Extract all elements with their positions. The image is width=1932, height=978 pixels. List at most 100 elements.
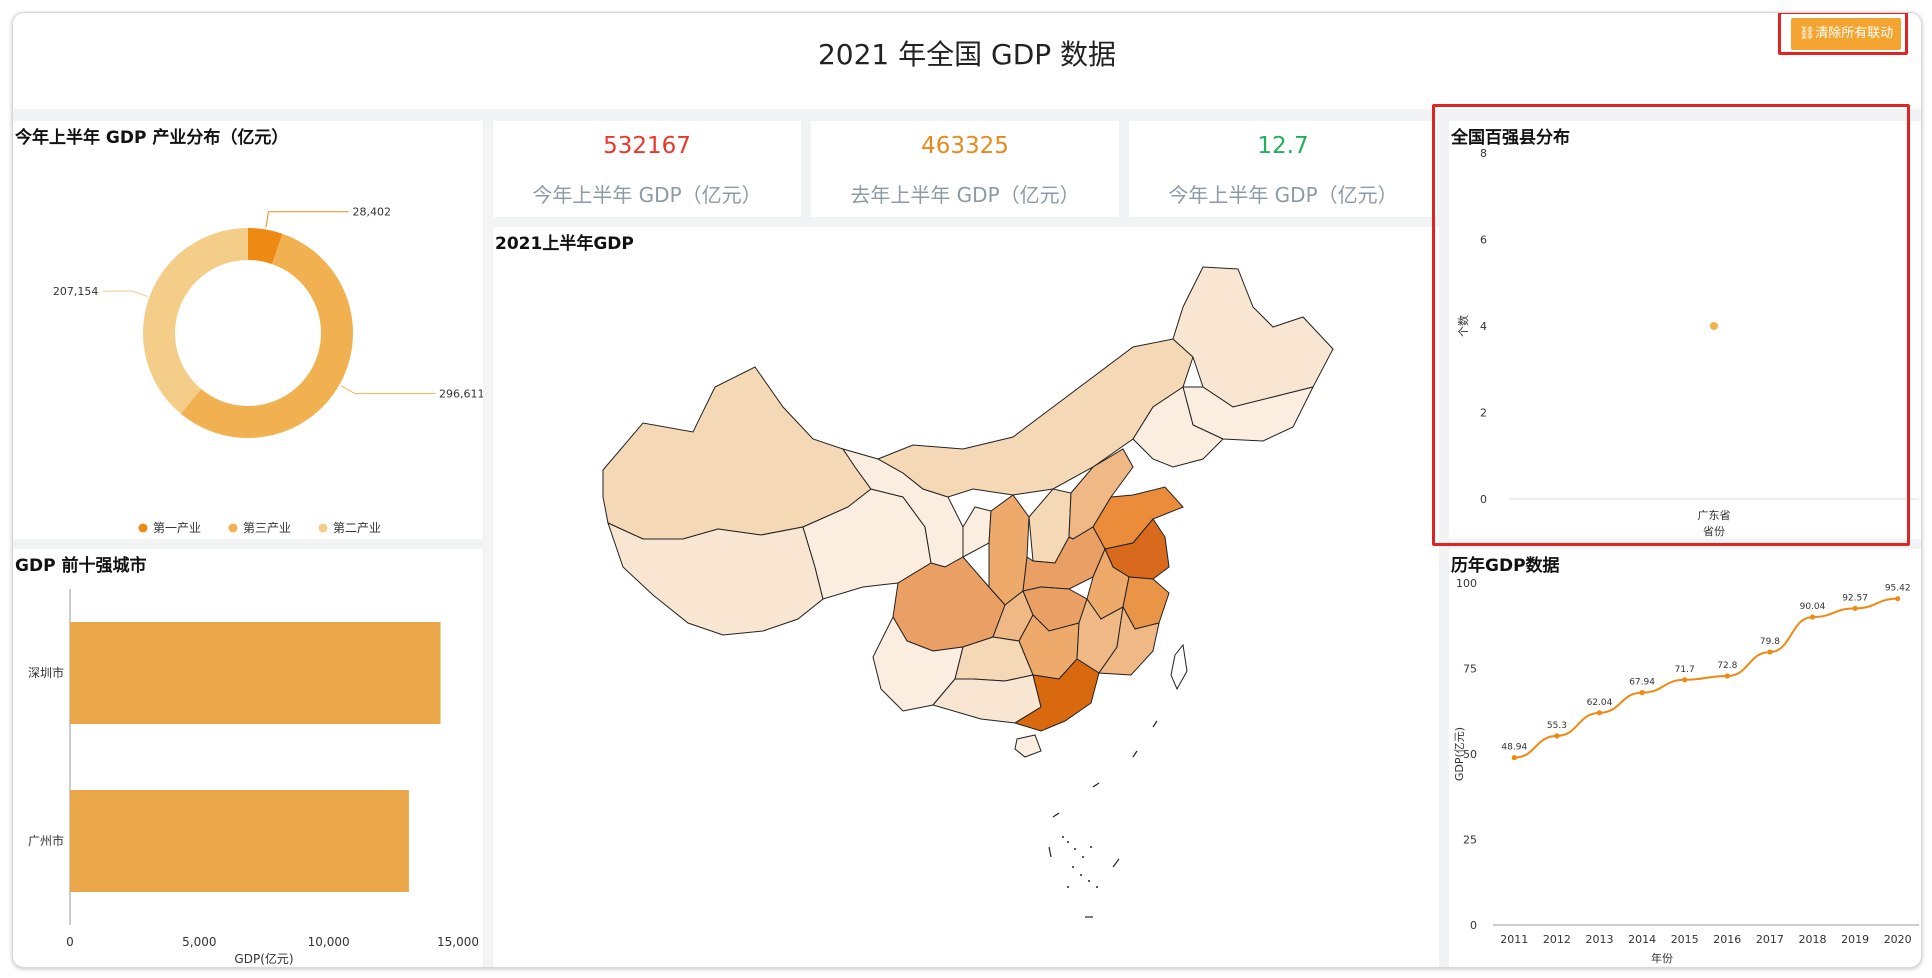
map-region-heilongjiang[interactable] [1172, 266, 1334, 408]
x-axis-title: GDP(亿元) [234, 951, 293, 966]
pie-data-label: 207,154 [53, 285, 99, 298]
y-tick-label: 50 [1463, 748, 1477, 761]
legend-marker [228, 523, 238, 533]
x-tick-label: 2020 [1884, 933, 1912, 946]
x-tick-label: 2019 [1841, 933, 1869, 946]
china-map-panel: 2021上半年GDP [493, 227, 1439, 967]
clear-all-links-button[interactable]: ⛓清除所有联动 [1791, 18, 1901, 50]
map-region-guangdong[interactable] [1013, 658, 1100, 732]
pie-label-line [102, 290, 148, 297]
gdp-history-panel: 历年GDP数据 0 25 50 75 100 GDP(亿元) 48.94 2011 55.3 20… [1449, 549, 1921, 967]
data-label: 95.42 [1885, 584, 1911, 594]
y-tick-label: 8 [1480, 147, 1487, 160]
y-tick-label: 75 [1463, 663, 1477, 676]
bar-category-label: 深圳市 [28, 665, 64, 680]
kpi-label-previous: 去年上半年 GDP（亿元） [850, 183, 1080, 207]
data-label: 92.57 [1842, 593, 1868, 603]
line-point [1554, 733, 1560, 739]
x-tick-label: 10,000 [308, 935, 350, 949]
south-china-sea-islands [1048, 720, 1158, 918]
line-point [1767, 649, 1773, 655]
line-point [1724, 673, 1730, 679]
bar [70, 790, 409, 892]
map-region-liaoning[interactable] [1132, 386, 1224, 468]
map-region-tibet[interactable] [607, 522, 824, 636]
gdp-history-title: 历年GDP数据 [1451, 556, 1560, 576]
pie-slice [248, 228, 283, 265]
data-label: 72.8 [1717, 661, 1737, 671]
line-point [1895, 596, 1901, 602]
x-tick-label: 2011 [1500, 933, 1528, 946]
top100-county-title: 全国百强县分布 [1451, 128, 1570, 148]
pie-label-line [265, 211, 349, 228]
kpi-label-current: 今年上半年 GDP（亿元） [532, 183, 762, 207]
pie-data-label: 28,402 [353, 206, 392, 219]
data-label: 79.8 [1760, 637, 1780, 647]
kpi-card-current: 532167 今年上半年 GDP（亿元） [493, 121, 801, 217]
china-map-title: 2021上半年GDP [495, 234, 634, 254]
data-label: 71.7 [1675, 665, 1695, 675]
bar [70, 622, 441, 724]
map-region-fujian[interactable] [1098, 605, 1160, 676]
gdp-history-line-chart: 0 25 50 75 100 GDP(亿元) 48.94 2011 55.3 2012 62.04 2… [1453, 577, 1919, 965]
line-point [1596, 710, 1603, 716]
map-region-xinjiang[interactable] [602, 366, 872, 540]
data-label: 62.04 [1587, 698, 1613, 708]
legend-label: 第二产业 [333, 521, 381, 535]
y-axis-title: 个数 [1457, 315, 1470, 337]
top100-county-panel: 全国百强县分布 0 2 4 6 8 个数 广东省 省份 [1449, 121, 1921, 539]
x-tick-label: 0 [66, 935, 74, 949]
line-point [1511, 755, 1517, 761]
x-tick-label: 2012 [1543, 933, 1571, 946]
pie-data-label: 296,611 [439, 388, 483, 401]
clear-all-links-label: 清除所有联动 [1815, 26, 1894, 41]
industry-pie-chart: 28,402 296,611 207,154 第一产业 第三产业 第二产业 [53, 206, 483, 535]
legend-label: 第三产业 [243, 521, 291, 535]
line-point [1809, 614, 1816, 620]
y-tick-label: 0 [1470, 919, 1477, 932]
top-cities-bar-panel: GDP 前十强城市 深圳市 广州市 0 5,000 10,000 15,000 GDP(亿元… [13, 549, 483, 967]
kpi-label-growth: 今年上半年 GDP（亿元） [1168, 183, 1398, 207]
x-axis-title: 年份 [1651, 951, 1673, 965]
x-tick-label: 2016 [1713, 933, 1741, 946]
top-cities-bar-title: GDP 前十强城市 [15, 556, 147, 576]
y-tick-label: 4 [1480, 320, 1487, 333]
y-tick-label: 2 [1480, 407, 1487, 420]
kpi-card-growth: 12.7 今年上半年 GDP（亿元） [1129, 121, 1437, 217]
link-icon: ⛓ [1798, 26, 1816, 41]
map-region-ningxia[interactable] [962, 506, 992, 558]
y-tick-label: 6 [1480, 234, 1487, 247]
industry-pie-title: 今年上半年 GDP 产业分布（亿元） [15, 128, 289, 148]
dashboard-header: 2021 年全国 GDP 数据 ⛓清除所有联动 [13, 13, 1921, 109]
kpi-value-previous: 463325 [921, 133, 1009, 159]
legend-marker [318, 523, 328, 533]
legend-marker [138, 523, 148, 533]
data-label: 67.94 [1629, 678, 1655, 688]
scatter-point [1710, 322, 1718, 330]
map-region-hainan[interactable] [1014, 734, 1042, 758]
x-tick-label: 2013 [1586, 933, 1614, 946]
x-tick-label: 2015 [1671, 933, 1699, 946]
x-tick-label: 15,000 [437, 935, 479, 949]
y-tick-label: 100 [1456, 577, 1477, 590]
dashboard-frame: 2021 年全国 GDP 数据 ⛓清除所有联动 今年上半年 GDP 产业分布（亿… [12, 12, 1922, 968]
y-axis-title: GDP(亿元) [1453, 727, 1466, 781]
bar-category-label: 广州市 [28, 833, 64, 848]
series-line [1514, 597, 1898, 759]
south-china-sea-dots [1062, 836, 1098, 888]
dashboard-title: 2021 年全国 GDP 数据 [817, 38, 1117, 71]
kpi-value-growth: 12.7 [1257, 133, 1309, 159]
pie-slice [142, 228, 248, 414]
x-tick-label: 2018 [1799, 933, 1827, 946]
map-region-taiwan[interactable] [1170, 643, 1188, 691]
line-point [1639, 690, 1645, 696]
china-gdp-map[interactable] [493, 227, 1439, 967]
y-tick-label: 25 [1463, 834, 1477, 847]
kpi-card-previous: 463325 去年上半年 GDP（亿元） [811, 121, 1119, 217]
data-label: 48.94 [1501, 743, 1527, 753]
x-tick-label: 广东省 [1698, 509, 1731, 522]
x-tick-label: 2017 [1756, 933, 1784, 946]
industry-pie-panel: 今年上半年 GDP 产业分布（亿元） 28,402 296,611 207,154 第… [13, 121, 483, 539]
